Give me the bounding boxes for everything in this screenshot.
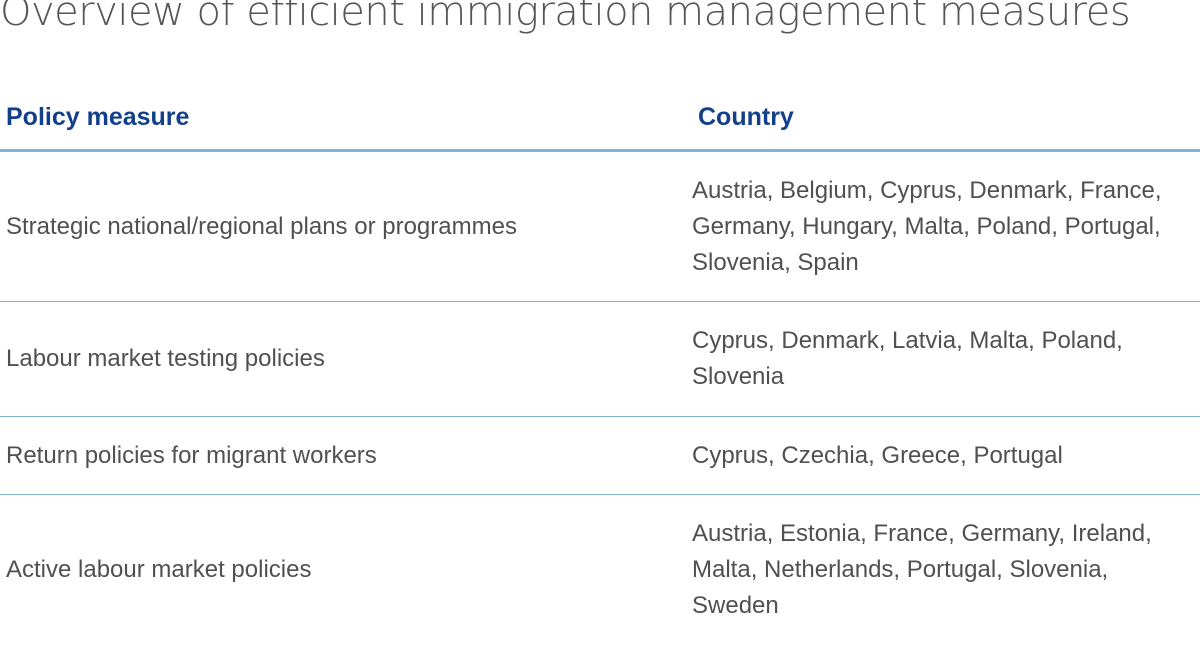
table-header-row: Policy measure Country [0,86,1200,152]
policy-measure-cell: Return policies for migrant workers [6,441,377,469]
policy-measure-cell: Active labour market policies [6,556,312,583]
policy-table: Policy measure Country Strategic nationa… [0,86,1200,645]
country-cell: Cyprus, Czechia, Greece, Portugal [692,441,1063,469]
table-row: Strategic national/regional plans or pro… [0,152,1200,302]
country-cell: Austria, Estonia, France, Germany, Irela… [692,520,1152,619]
table-row: Labour market testing policies Cyprus, D… [0,302,1200,417]
column-header-country: Country [698,103,794,131]
policy-measure-cell: Strategic national/regional plans or pro… [6,212,517,240]
table-row: Return policies for migrant workers Cypr… [0,417,1200,495]
table-row: Active labour market policies Austria, E… [0,495,1200,645]
page-title: Overview of efficient immigration manage… [0,0,1131,35]
column-header-policy-measure: Policy measure [6,103,190,131]
country-cell: Austria, Belgium, Cyprus, Denmark, Franc… [692,176,1162,276]
policy-measure-cell: Labour market testing policies [6,345,325,372]
country-cell: Cyprus, Denmark, Latvia, Malta, Poland, … [692,327,1123,390]
